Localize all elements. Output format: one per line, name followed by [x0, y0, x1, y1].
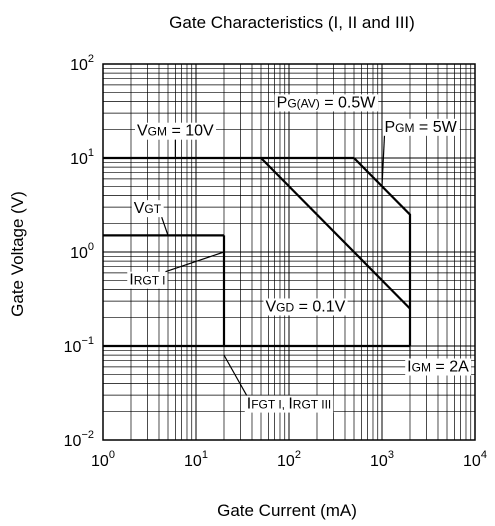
- x-tick-labels: 100 101 102 103 104: [91, 449, 487, 470]
- chart-title: Gate Characteristics (I, II and III): [169, 13, 415, 32]
- annotation-leader: [223, 354, 248, 396]
- y-tick-label: 10−1: [64, 335, 94, 356]
- annotation-label: PGM = 5W: [384, 119, 457, 136]
- annotation-background: [127, 271, 168, 289]
- annotation: VGD = 0.1V: [263, 298, 348, 316]
- annotation-background: [382, 118, 460, 136]
- x-tick-label: 101: [184, 449, 208, 470]
- annotation-label: IFGT I, IRGT III: [247, 396, 331, 413]
- annotation: VGT: [131, 200, 169, 236]
- y-tick-labels: 102 101 100 10−1 10−2: [64, 53, 94, 450]
- x-tick-label: 104: [463, 449, 487, 470]
- annotation-background: [135, 122, 217, 140]
- annotation: IFGT I, IRGT III: [223, 354, 334, 413]
- annotation: PGM = 5W: [381, 118, 460, 187]
- annotation-background: [263, 298, 348, 316]
- series-lines: [103, 156, 412, 348]
- y-tick-label: 100: [70, 241, 94, 262]
- annotation-background: [131, 200, 164, 218]
- annotation-leader: [161, 216, 169, 236]
- annotation-background: [244, 395, 334, 413]
- series-line-pgm: [353, 157, 412, 346]
- series-line-pg-av-: [260, 157, 411, 310]
- annotation-label: VGM = 10V: [137, 123, 214, 140]
- annotation: IGM = 2A: [405, 329, 472, 376]
- annotation-label: VGT: [134, 200, 162, 217]
- annotation-label: VGD = 0.1V: [265, 298, 345, 315]
- plot-frame: [102, 63, 476, 441]
- x-tick-label: 100: [91, 449, 115, 470]
- annotation-background: [274, 94, 379, 112]
- annotation-leader: [381, 135, 386, 187]
- x-tick-label: 103: [370, 449, 394, 470]
- annotations: PG(AV) = 0.5W VGM = 10V PGM = 5W VGT IRGT I V…: [127, 94, 472, 413]
- y-tick-label: 10−2: [64, 429, 94, 450]
- annotation-background: [405, 358, 472, 376]
- annotation: IRGT I: [127, 251, 225, 289]
- annotation-label: IGM = 2A: [407, 359, 469, 376]
- x-axis-label: Gate Current (mA): [217, 501, 357, 520]
- annotation-leader: [165, 251, 225, 273]
- y-tick-label: 102: [70, 53, 94, 74]
- annotation-label: IRGT I: [129, 272, 165, 289]
- annotation: PG(AV) = 0.5W: [274, 94, 379, 112]
- y-axis-label: Gate Voltage (V): [8, 191, 27, 317]
- annotation-label: PG(AV) = 0.5W: [277, 94, 377, 111]
- x-tick-label: 102: [277, 449, 301, 470]
- annotation: VGM = 10V: [135, 122, 217, 158]
- y-tick-label: 101: [70, 147, 94, 168]
